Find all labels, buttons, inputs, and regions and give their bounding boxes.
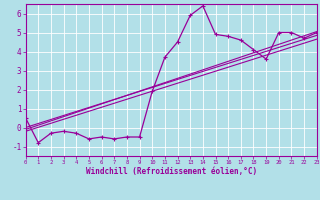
X-axis label: Windchill (Refroidissement éolien,°C): Windchill (Refroidissement éolien,°C) [86, 167, 257, 176]
